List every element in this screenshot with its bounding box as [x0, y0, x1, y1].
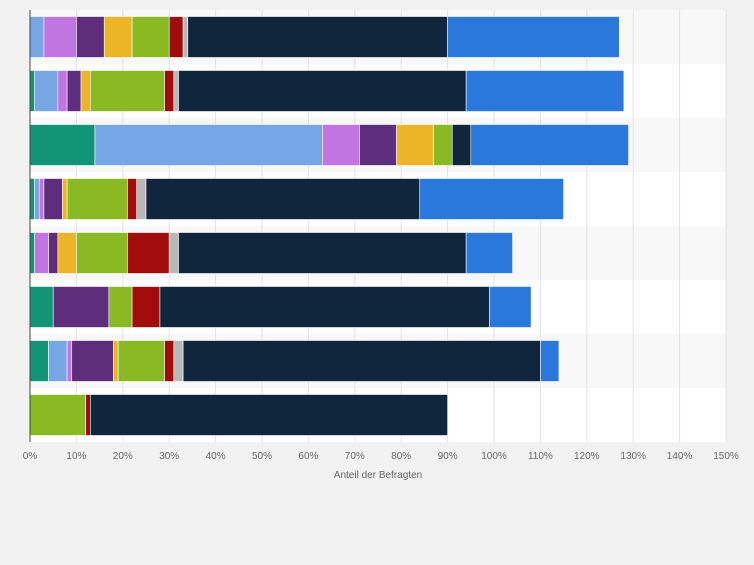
- bar-segment[interactable]: [29, 178, 35, 220]
- bar-segment[interactable]: [66, 70, 82, 112]
- bar-segment[interactable]: [465, 70, 625, 112]
- bar-segment[interactable]: [38, 178, 45, 220]
- bar-segment[interactable]: [94, 124, 323, 166]
- x-tick-label: 20%: [113, 451, 133, 462]
- bar-segment[interactable]: [29, 286, 54, 328]
- bar-segment[interactable]: [127, 232, 170, 274]
- bar-segment[interactable]: [57, 70, 68, 112]
- x-tick-label: 130%: [620, 451, 646, 462]
- bar-segment[interactable]: [90, 70, 165, 112]
- bar-segment[interactable]: [103, 16, 133, 58]
- bar-segment[interactable]: [178, 70, 467, 112]
- bar-segment[interactable]: [465, 232, 513, 274]
- bar-segment[interactable]: [43, 178, 63, 220]
- bar-segment[interactable]: [164, 340, 175, 382]
- bar-segment[interactable]: [52, 286, 110, 328]
- x-tick-label: 10%: [66, 451, 86, 462]
- bar-segment[interactable]: [322, 124, 360, 166]
- x-tick-label: 50%: [252, 451, 272, 462]
- bar-segment[interactable]: [136, 178, 147, 220]
- bar-segment[interactable]: [447, 16, 620, 58]
- bar-segment[interactable]: [159, 286, 490, 328]
- bar-segment[interactable]: [34, 70, 59, 112]
- bar-segment[interactable]: [43, 16, 77, 58]
- bar-segment[interactable]: [48, 232, 59, 274]
- bar-segment[interactable]: [66, 178, 128, 220]
- bar-segment[interactable]: [164, 70, 175, 112]
- bar-segment[interactable]: [113, 340, 119, 382]
- bar-segment[interactable]: [540, 340, 560, 382]
- x-tick-label: 150%: [713, 451, 739, 462]
- bar-segment[interactable]: [117, 340, 165, 382]
- bar-segment[interactable]: [173, 340, 184, 382]
- bar-segment[interactable]: [187, 16, 448, 58]
- bar-segment[interactable]: [48, 340, 68, 382]
- bar-segment[interactable]: [29, 394, 86, 436]
- bar-segment[interactable]: [90, 394, 448, 436]
- bar-segment[interactable]: [470, 124, 629, 166]
- x-tick-label: 70%: [345, 451, 365, 462]
- bar-segment[interactable]: [127, 178, 138, 220]
- x-tick-label: 110%: [528, 451, 553, 462]
- bar-segment[interactable]: [29, 232, 35, 274]
- bar-segment[interactable]: [29, 70, 35, 112]
- x-tick-label: 60%: [298, 451, 318, 462]
- bar-segment[interactable]: [178, 232, 467, 274]
- bar-segment[interactable]: [80, 70, 91, 112]
- bar-segment[interactable]: [359, 124, 397, 166]
- x-tick-label: 100%: [481, 451, 507, 462]
- bar-segment[interactable]: [66, 340, 73, 382]
- x-tick-label: 0%: [23, 451, 38, 462]
- x-tick-label: 120%: [574, 451, 600, 462]
- bar-segment[interactable]: [419, 178, 564, 220]
- bar-segment[interactable]: [34, 178, 40, 220]
- bar-segment[interactable]: [85, 394, 91, 436]
- bar-segment[interactable]: [34, 232, 49, 274]
- bar-segment[interactable]: [57, 232, 77, 274]
- x-tick-label: 30%: [159, 451, 179, 462]
- x-tick-label: 90%: [438, 451, 458, 462]
- bar-segment[interactable]: [182, 16, 189, 58]
- bar-segment[interactable]: [131, 16, 170, 58]
- bar-segment[interactable]: [433, 124, 453, 166]
- bar-segment[interactable]: [29, 16, 45, 58]
- bar-segment[interactable]: [168, 16, 184, 58]
- bar-segment[interactable]: [145, 178, 421, 220]
- bar-segment[interactable]: [71, 340, 114, 382]
- bar-segment[interactable]: [108, 286, 133, 328]
- x-axis-label: Anteil der Befragten: [334, 470, 422, 481]
- bar-segment[interactable]: [182, 340, 541, 382]
- bar-segment[interactable]: [489, 286, 532, 328]
- bar-segment[interactable]: [396, 124, 434, 166]
- bar-segment[interactable]: [168, 232, 179, 274]
- bar-segment[interactable]: [62, 178, 68, 220]
- x-tick-label: 80%: [391, 451, 411, 462]
- bar-segment[interactable]: [76, 232, 128, 274]
- bar-segment[interactable]: [131, 286, 161, 328]
- bar-segment[interactable]: [173, 70, 179, 112]
- bar-segment[interactable]: [451, 124, 472, 166]
- x-tick-label: 40%: [206, 451, 226, 462]
- x-tick-label: 140%: [667, 451, 693, 462]
- bar-segment[interactable]: [29, 124, 96, 166]
- bar-segment[interactable]: [76, 16, 105, 58]
- bar-segment[interactable]: [29, 340, 49, 382]
